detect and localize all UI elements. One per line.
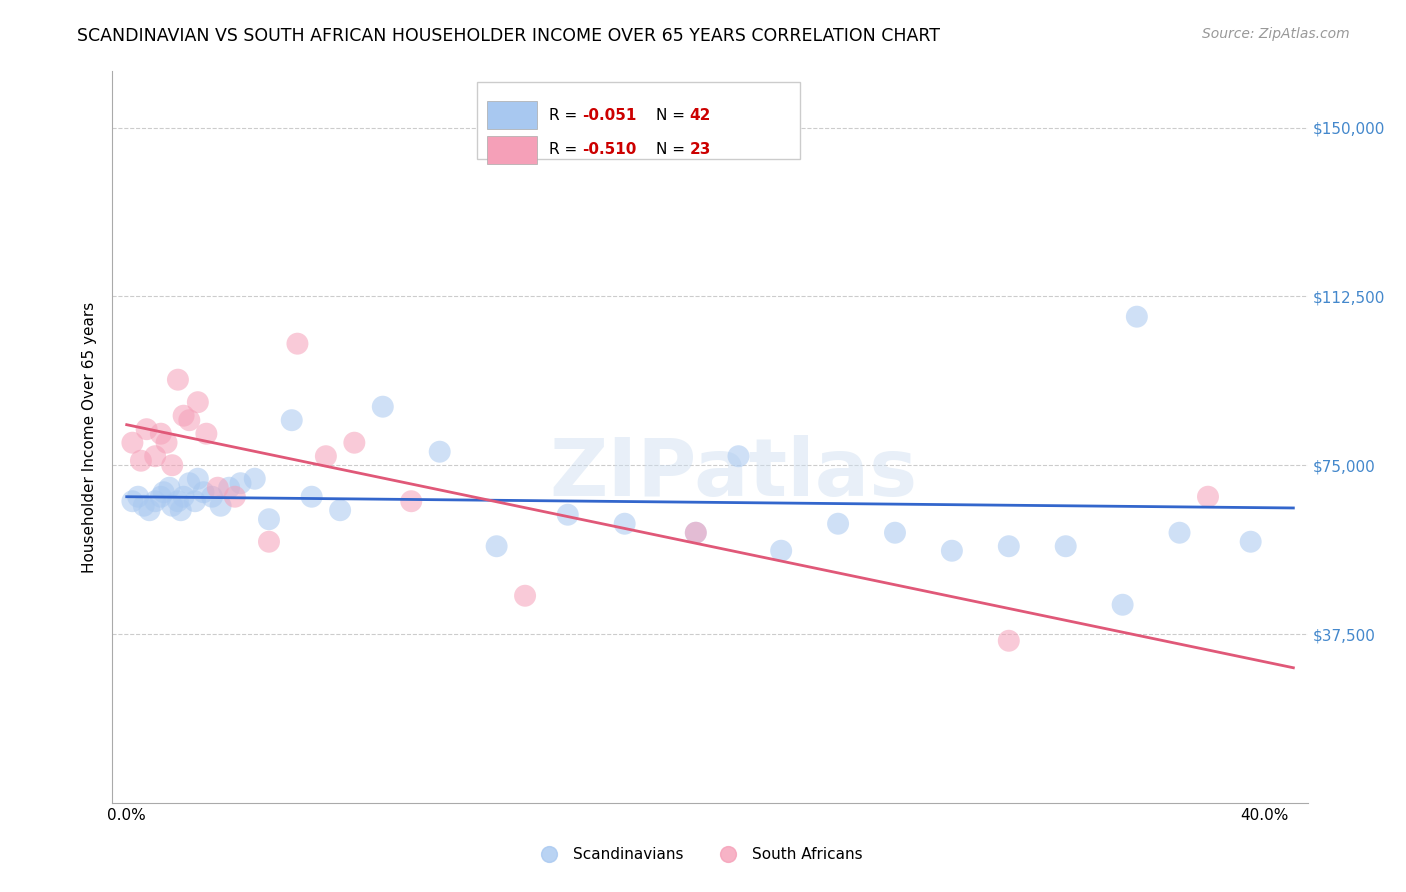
Point	[343, 435, 366, 450]
Point	[143, 494, 166, 508]
Point	[121, 494, 143, 508]
Point	[132, 499, 155, 513]
Point	[1126, 310, 1149, 324]
FancyBboxPatch shape	[486, 102, 537, 129]
Point	[315, 449, 337, 463]
Point	[485, 539, 508, 553]
Point	[218, 481, 240, 495]
Text: SCANDINAVIAN VS SOUTH AFRICAN HOUSEHOLDER INCOME OVER 65 YEARS CORRELATION CHART: SCANDINAVIAN VS SOUTH AFRICAN HOUSEHOLDE…	[77, 27, 941, 45]
Text: -0.051: -0.051	[582, 108, 637, 123]
Point	[167, 494, 190, 508]
Point	[287, 336, 309, 351]
Point	[1111, 598, 1133, 612]
Point	[1197, 490, 1219, 504]
Point	[179, 413, 201, 427]
Point	[613, 516, 636, 531]
Point	[770, 543, 793, 558]
Point	[884, 525, 907, 540]
Text: N =: N =	[657, 108, 690, 123]
Text: ZIPatlas: ZIPatlas	[550, 434, 918, 513]
Point	[685, 525, 707, 540]
Point	[401, 494, 423, 508]
Point	[1154, 796, 1177, 810]
Text: 42: 42	[690, 108, 711, 123]
Text: South Africans: South Africans	[752, 847, 862, 862]
Point	[201, 490, 224, 504]
Point	[170, 503, 193, 517]
Point	[187, 472, 209, 486]
Point	[152, 485, 174, 500]
Point	[685, 525, 707, 540]
Point	[1054, 539, 1077, 553]
Point	[187, 395, 209, 409]
Point	[195, 426, 218, 441]
Point	[149, 490, 172, 504]
Text: Scandinavians: Scandinavians	[572, 847, 683, 862]
Point	[727, 449, 749, 463]
Point	[827, 516, 849, 531]
Point	[162, 499, 183, 513]
FancyBboxPatch shape	[477, 82, 800, 159]
Point	[229, 476, 252, 491]
Point	[157, 481, 180, 495]
Point	[998, 633, 1021, 648]
Point	[184, 494, 207, 508]
Point	[257, 534, 280, 549]
Point	[162, 458, 183, 473]
Point	[173, 490, 195, 504]
Point	[193, 485, 215, 500]
Text: R =: R =	[548, 143, 582, 157]
Point	[167, 373, 190, 387]
Point	[301, 490, 323, 504]
Point	[155, 435, 177, 450]
Point	[281, 413, 304, 427]
Point	[243, 472, 266, 486]
Text: N =: N =	[657, 143, 690, 157]
Point	[129, 453, 152, 467]
Point	[513, 589, 536, 603]
Point	[329, 503, 352, 517]
Point	[998, 539, 1021, 553]
Point	[429, 444, 451, 458]
Text: R =: R =	[548, 108, 582, 123]
Point	[557, 508, 579, 522]
FancyBboxPatch shape	[486, 136, 537, 164]
Point	[257, 512, 280, 526]
Point	[941, 543, 963, 558]
Point	[121, 435, 143, 450]
Point	[224, 490, 246, 504]
Point	[138, 503, 160, 517]
Point	[173, 409, 195, 423]
Point	[1240, 534, 1263, 549]
Point	[127, 490, 149, 504]
Y-axis label: Householder Income Over 65 years: Householder Income Over 65 years	[82, 301, 97, 573]
Point	[179, 476, 201, 491]
Point	[135, 422, 157, 436]
Point	[1168, 525, 1191, 540]
Point	[371, 400, 394, 414]
Point	[209, 499, 232, 513]
Point	[149, 426, 172, 441]
Text: 23: 23	[690, 143, 711, 157]
Text: -0.510: -0.510	[582, 143, 637, 157]
Point	[143, 449, 166, 463]
Text: Source: ZipAtlas.com: Source: ZipAtlas.com	[1202, 27, 1350, 41]
Point	[207, 481, 229, 495]
